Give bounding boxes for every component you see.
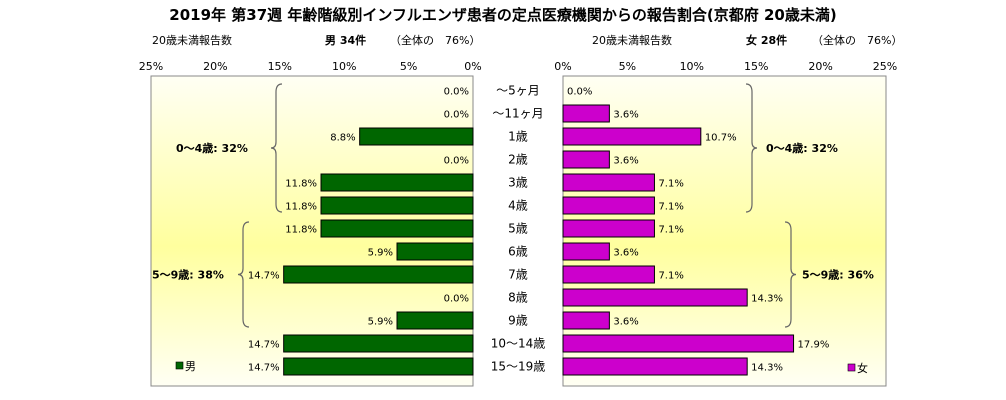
right-legend-label: 女 [857, 361, 868, 375]
category-label: 3歳 [508, 176, 528, 190]
right-bar-value-label: 7.1% [658, 202, 683, 213]
left-bar [320, 173, 474, 192]
right-bar [562, 265, 655, 284]
right-bar-value-label: 7.1% [658, 271, 683, 282]
right-tick-label: 5% [619, 60, 636, 73]
right-header-share: （全体の 76%） [812, 33, 902, 47]
right-group-bracket [784, 221, 797, 328]
right-tick-label: 15% [744, 60, 768, 73]
right-bar [562, 242, 610, 261]
left-bar [283, 265, 474, 284]
left-bar-value-label: 11.8% [285, 179, 317, 190]
right-bar-value-label: 14.3% [751, 363, 783, 374]
right-bar-value-label: 3.6% [613, 110, 638, 121]
right-bar-value-label: 7.1% [658, 225, 683, 236]
left-tick-label: 5% [400, 60, 417, 73]
right-bar-value-label: 17.9% [798, 340, 830, 351]
right-bar-value-label: 14.3% [751, 294, 783, 305]
left-tick-label: 0% [464, 60, 481, 73]
left-bar-value-label: 5.9% [368, 317, 393, 328]
right-group-bracket [745, 83, 758, 213]
right-group-label: 0～4歳: 32% [766, 141, 838, 155]
left-bar-value-label: 14.7% [248, 363, 280, 374]
left-group-label: 0～4歳: 32% [176, 141, 248, 155]
category-label: ～11ヶ月 [492, 107, 543, 121]
left-bar [396, 311, 474, 330]
left-group-bracket [270, 83, 283, 213]
right-tick-label: 0% [554, 60, 571, 73]
category-label: 7歳 [508, 268, 528, 282]
left-legend-swatch [175, 361, 184, 370]
left-bar-value-label: 0.0% [444, 110, 469, 121]
right-bar-value-label: 3.6% [613, 156, 638, 167]
left-tick-label: 10% [332, 60, 356, 73]
left-bar [283, 357, 474, 376]
right-bar [562, 311, 610, 330]
right-bar [562, 219, 655, 238]
left-bar-value-label: 14.7% [248, 340, 280, 351]
left-header-count: 男 34件 [325, 33, 366, 47]
left-bar-value-label: 8.8% [330, 133, 355, 144]
right-bar-value-label: 3.6% [613, 248, 638, 259]
left-bar [396, 242, 474, 261]
left-bar [359, 127, 474, 146]
right-bar [562, 104, 610, 123]
right-tick-label: 10% [680, 60, 704, 73]
right-bar [562, 150, 610, 169]
category-label: 2歳 [508, 153, 528, 167]
chart-title: 2019年 第37週 年齢階級別インフルエンザ患者の定点医療機関からの報告割合(… [169, 6, 836, 24]
right-bar-value-label: 3.6% [613, 317, 638, 328]
left-legend-label: 男 [185, 360, 196, 373]
right-bar-value-label: 10.7% [705, 133, 737, 144]
right-bar [562, 173, 655, 192]
category-label: 1歳 [508, 130, 528, 144]
right-bar [562, 288, 748, 307]
right-bar-value-label: 0.0% [567, 87, 592, 98]
left-header-label: 20歳未満報告数 [152, 34, 232, 47]
right-bar-value-label: 7.1% [658, 179, 683, 190]
right-tick-label: 25% [873, 60, 897, 73]
category-label: ～5ヶ月 [496, 84, 540, 98]
left-bar [283, 334, 474, 353]
category-label: 10～14歳 [491, 337, 546, 351]
left-bar-value-label: 5.9% [368, 248, 393, 259]
right-bar [562, 357, 748, 376]
left-bar [320, 219, 474, 238]
right-header-label: 20歳未満報告数 [592, 34, 672, 47]
left-tick-label: 15% [268, 60, 292, 73]
right-bar [562, 127, 702, 146]
left-bar-value-label: 11.8% [285, 202, 317, 213]
right-tick-label: 20% [808, 60, 832, 73]
category-label: 5歳 [508, 222, 528, 236]
right-header-count: 女 28件 [746, 33, 787, 47]
category-label: 9歳 [508, 314, 528, 328]
left-header-share: （全体の 76%） [390, 33, 480, 47]
left-tick-label: 20% [203, 60, 227, 73]
left-bar [320, 196, 474, 215]
left-bar-value-label: 0.0% [444, 87, 469, 98]
category-label: 8歳 [508, 291, 528, 305]
category-label: 4歳 [508, 199, 528, 213]
left-bar-value-label: 0.0% [444, 294, 469, 305]
left-bar-value-label: 0.0% [444, 156, 469, 167]
right-bar [562, 196, 655, 215]
right-legend-swatch [847, 363, 856, 372]
left-bar-value-label: 14.7% [248, 271, 280, 282]
left-bar-value-label: 11.8% [285, 225, 317, 236]
category-label: 6歳 [508, 245, 528, 259]
category-label: 15～19歳 [491, 360, 546, 374]
left-group-label: 5～9歳: 38% [152, 268, 224, 282]
right-bar [562, 334, 795, 353]
left-tick-label: 25% [139, 60, 163, 73]
left-group-bracket [237, 221, 250, 328]
right-group-label: 5～9歳: 36% [802, 268, 874, 282]
